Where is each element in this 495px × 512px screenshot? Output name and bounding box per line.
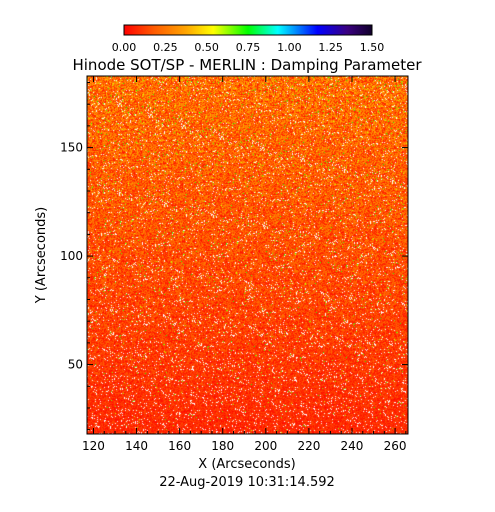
y-axis: 50 100 150 [60, 82, 408, 431]
x-tick-label: 200 [254, 439, 277, 453]
heatmap-image [87, 76, 408, 434]
x-tick-label: 120 [82, 439, 105, 453]
chart-title: Hinode SOT/SP - MERLIN : Damping Paramet… [72, 56, 422, 74]
x-tick-label: 140 [125, 439, 148, 453]
y-tick-label: 100 [60, 249, 83, 263]
colorbar-ticks: 0.00 0.25 0.50 0.75 1.00 1.25 1.50 [112, 41, 385, 54]
x-axis-label: X (Arcseconds) [198, 457, 295, 472]
y-tick-label: 150 [60, 141, 83, 155]
colorbar-tick-label: 1.50 [360, 41, 385, 54]
x-tick-label: 240 [341, 439, 364, 453]
x-tick-label: 220 [297, 439, 320, 453]
colorbar-tick-label: 0.75 [236, 41, 261, 54]
colorbar-tick-label: 0.50 [194, 41, 219, 54]
colorbar [123, 24, 373, 36]
y-tick-label: 50 [68, 358, 83, 372]
colorbar-tick-label: 1.25 [318, 41, 343, 54]
timestamp: 22-Aug-2019 10:31:14.592 [159, 475, 335, 490]
x-tick-label: 180 [211, 439, 234, 453]
y-axis-label: Y (Arcseconds) [34, 207, 49, 304]
colorbar-tick-label: 1.00 [277, 41, 302, 54]
colorbar-tick-label: 0.00 [112, 41, 137, 54]
x-tick-label: 260 [384, 439, 407, 453]
colorbar-tick-label: 0.25 [153, 41, 178, 54]
plot-frame [86, 75, 409, 435]
x-tick-label: 160 [168, 439, 191, 453]
x-axis: 120 140 160 180 200 220 240 260 [82, 76, 407, 453]
